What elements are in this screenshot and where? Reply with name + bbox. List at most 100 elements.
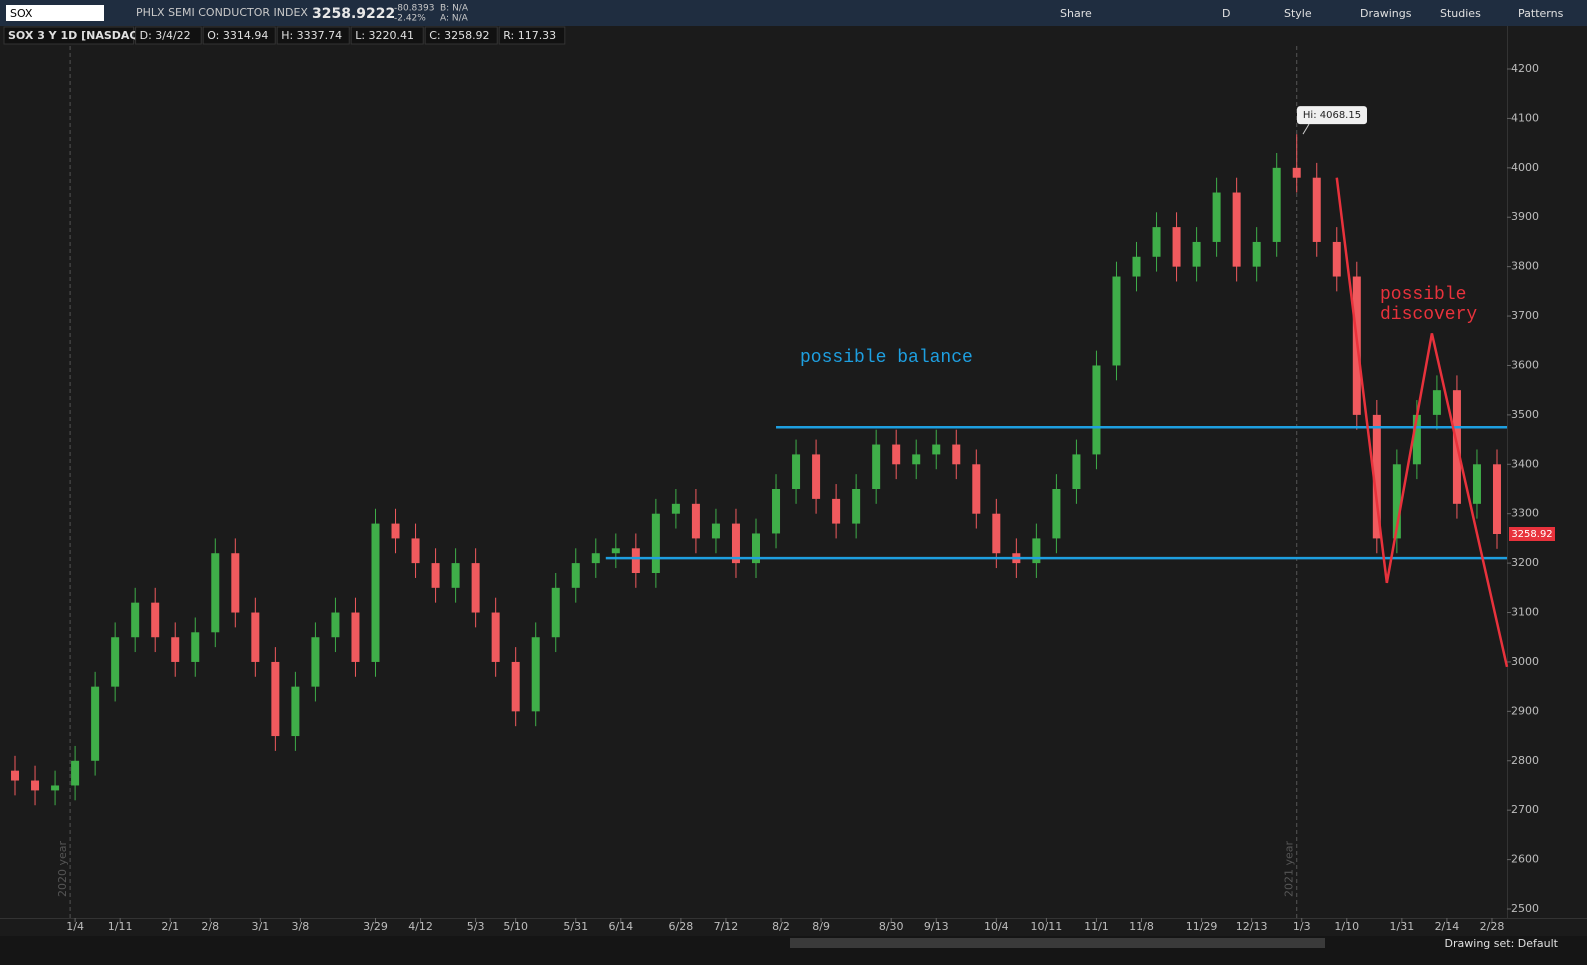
info-box [498,26,566,45]
candle-body [211,553,220,633]
year-label: 2021 year [1283,840,1296,897]
info-text: O: 3314.94 [207,29,268,42]
x-tick-label: 1/11 [108,920,133,933]
x-tick-label: 8/9 [812,920,830,933]
change: -80.8393 [394,4,434,14]
x-tick-label: 8/2 [772,920,790,933]
candle-body [131,602,140,638]
x-tick-label: 2/1 [161,920,179,933]
candle-body [51,785,60,791]
toolbar-button[interactable]: Style [1284,7,1312,20]
candle-body [812,454,821,499]
x-tick-label: 2/14 [1435,920,1460,933]
candle-body [351,612,360,662]
candle-body [892,444,901,465]
scrollbar[interactable] [790,938,1325,948]
discovery-text: discovery [1380,305,1477,325]
y-tick-label: 4100 [1511,111,1539,124]
candle-body [1332,241,1341,277]
toolbar-button[interactable]: Patterns [1518,7,1564,20]
y-tick-label: 3200 [1511,556,1539,569]
toolbar [0,0,1587,26]
info-box [202,26,276,45]
x-tick-label: 7/12 [714,920,739,933]
year-label: 2020 year [56,840,69,897]
candle-body [291,686,300,737]
info-text: R: 117.33 [503,29,556,42]
high-label: Hi: 4068.15 [1303,110,1361,121]
candle-body [872,444,881,489]
y-tick-label: 2500 [1511,902,1539,915]
candle-body [1392,464,1401,539]
candle-body [511,661,520,712]
ask: A: N/A [440,14,469,24]
candle-body [671,503,680,514]
candle-body [1432,390,1441,415]
candle-body [852,489,861,524]
candle-body [1092,365,1101,455]
y-tick-label: 3000 [1511,655,1539,668]
x-tick-label: 10/4 [984,920,1009,933]
candle-body [1112,276,1121,366]
candle-body [631,548,640,573]
toolbar-button[interactable]: D [1222,7,1230,20]
candle-body [1412,414,1421,465]
y-tick-label: 3100 [1511,606,1539,619]
x-tick-label: 5/10 [503,920,528,933]
candle-body [992,513,1001,554]
candle-body [11,770,20,781]
toolbar-button[interactable]: Studies [1440,7,1481,20]
x-tick-label: 2/8 [201,920,219,933]
candle-body [1232,192,1241,267]
candle-body [271,661,280,737]
candle-body [1072,454,1081,489]
x-tick-label: 2/28 [1480,920,1505,933]
candle-body [571,563,580,588]
x-tick-label: 8/30 [879,920,904,933]
y-tick-label: 2800 [1511,754,1539,767]
candle-body [71,760,80,786]
balance-text: possible balance [800,348,973,368]
symbol-input[interactable] [6,5,104,21]
info-text: C: 3258.92 [429,29,489,42]
high-pointer [1302,123,1310,135]
discovery-text: possible [1380,285,1466,305]
candle-body [1252,241,1261,267]
info-box [276,26,350,45]
zigzag [1335,177,1509,668]
candle-body [1172,227,1181,267]
x-tick-label: 3/1 [251,920,269,933]
candle-body [832,498,841,524]
description: PHLX SEMI CONDUCTOR INDEX [136,6,308,19]
candle-body [972,464,981,514]
candle-body [1292,167,1301,178]
x-tick-label: 6/14 [608,920,633,933]
info-text: H: 3337.74 [281,29,342,42]
candle-body [31,780,40,791]
bid: B: N/A [440,4,469,14]
last-price: 3258.9222 [312,6,395,22]
y-tick-label: 2600 [1511,853,1539,866]
candle-body [231,553,240,613]
candle-body [551,587,560,638]
candle-body [331,612,340,638]
toolbar-button[interactable]: Drawings [1360,7,1412,20]
candle-body [111,637,120,687]
candle-body [451,563,460,588]
y-tick-label: 3900 [1511,210,1539,223]
candle-body [792,454,801,489]
info-box [135,26,202,45]
y-tick-label: 3600 [1511,358,1539,371]
candle-body [311,637,320,687]
x-tick-label: 1/10 [1334,920,1359,933]
candle-body [171,637,180,662]
toolbar-button[interactable]: Share [1060,7,1092,20]
x-tick-label: 5/3 [467,920,485,933]
change-pct: -2.42% [394,14,426,24]
last-price-label: 3258.92 [1511,529,1552,540]
candle-body [932,444,941,455]
candle-body [912,454,921,465]
candle-body [1212,192,1221,242]
